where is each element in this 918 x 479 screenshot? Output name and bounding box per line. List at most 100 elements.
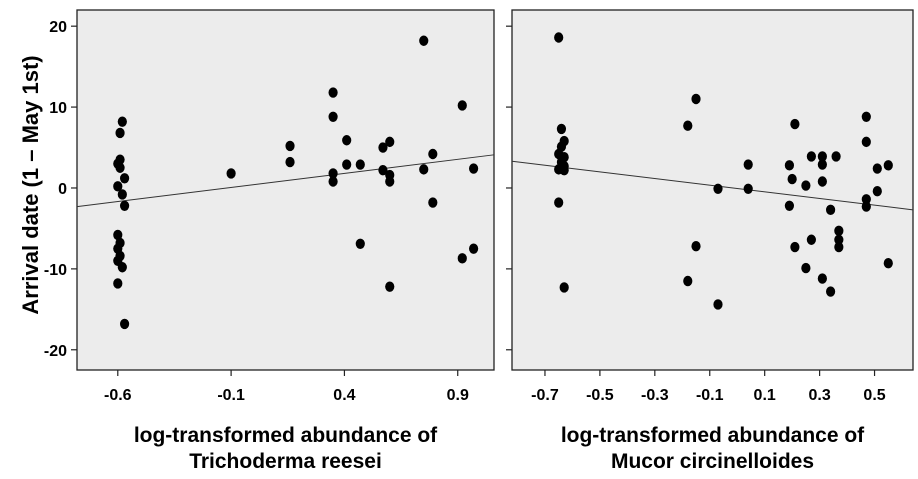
data-point — [117, 262, 127, 273]
y-tick-label: -10 — [44, 262, 67, 279]
data-point — [117, 189, 127, 200]
data-point — [683, 120, 693, 131]
x-tick-label: 0.1 — [754, 387, 776, 404]
data-point — [834, 234, 844, 245]
data-point — [457, 100, 467, 111]
data-point — [285, 140, 295, 152]
chart-panel-mucor: -0.7 -0.5 -0.3 -0.1 0.1 0.3 0.5 log-transformed… — [506, 9, 914, 473]
data-point — [790, 241, 800, 253]
data-point — [428, 197, 438, 208]
x-axis-title-line1: log-transformed abundance of — [134, 424, 438, 447]
data-point — [285, 156, 295, 168]
data-point — [683, 275, 693, 287]
data-point — [113, 181, 123, 192]
data-point — [817, 273, 827, 284]
data-point — [861, 136, 871, 148]
data-point — [554, 197, 564, 208]
y-tick-label: 20 — [49, 19, 67, 36]
regression-line — [511, 160, 914, 211]
y-tick-label: 0 — [58, 181, 67, 198]
data-point — [806, 151, 816, 162]
data-point — [817, 176, 827, 187]
data-point — [378, 164, 388, 176]
data-point — [713, 299, 723, 310]
x-tick-label: -0.5 — [586, 387, 614, 404]
x-tick-label: 0.5 — [863, 387, 885, 404]
data-point — [355, 238, 365, 249]
x-tick-label: -0.7 — [531, 387, 559, 404]
x-tick-label: -0.1 — [696, 387, 724, 404]
plot-area — [76, 9, 495, 371]
data-point — [355, 159, 365, 170]
x-tick-label: -0.3 — [641, 387, 669, 404]
x-axis-title-line2: Trichoderma reesei — [189, 450, 382, 473]
data-point — [806, 234, 816, 245]
data-point — [691, 93, 701, 105]
data-point — [826, 204, 836, 216]
data-point — [378, 142, 388, 153]
data-point — [872, 163, 882, 174]
data-point — [883, 160, 893, 171]
data-point — [554, 32, 564, 43]
data-point — [834, 241, 844, 253]
y-tick-label: -20 — [44, 343, 67, 360]
data-point — [787, 173, 797, 185]
data-point — [559, 282, 569, 293]
data-point — [328, 87, 338, 98]
x-tick-label: 0.9 — [447, 387, 469, 404]
data-point — [119, 173, 130, 184]
data-point — [469, 163, 479, 174]
data-point — [113, 229, 123, 241]
x-tick-label: 0.4 — [333, 387, 355, 404]
data-point — [342, 159, 352, 170]
data-point — [328, 176, 338, 187]
data-point — [385, 136, 395, 148]
data-point — [801, 180, 811, 191]
data-point — [826, 286, 836, 297]
data-point — [457, 253, 467, 264]
data-point — [691, 241, 701, 252]
data-point — [784, 160, 795, 171]
data-point — [119, 318, 130, 330]
data-point — [559, 164, 569, 176]
data-point — [713, 183, 723, 194]
data-point — [342, 135, 352, 146]
data-point — [817, 151, 827, 162]
chart-panel-trichoderma: 20 10 0 -10 -20 -0.6 -0.1 0.4 0.9 log-transformed… — [44, 9, 495, 473]
data-point — [743, 183, 753, 194]
data-point — [872, 186, 882, 197]
data-point — [861, 201, 871, 212]
data-point — [385, 281, 395, 292]
data-point — [861, 194, 871, 205]
data-point — [385, 176, 395, 187]
data-point — [883, 258, 893, 269]
data-point — [115, 127, 125, 139]
data-point — [226, 168, 236, 179]
data-point — [743, 159, 753, 170]
data-point — [790, 118, 800, 130]
y-tick-label: 10 — [49, 100, 67, 117]
data-point — [419, 164, 429, 175]
data-point — [119, 200, 130, 211]
x-tick-label: -0.1 — [217, 387, 245, 404]
data-point — [817, 159, 827, 170]
data-point — [861, 111, 871, 122]
x-axis-title-line2: Mucor circinelloides — [611, 450, 814, 473]
data-point — [419, 35, 429, 46]
data-point — [834, 225, 844, 237]
data-point — [113, 278, 123, 289]
data-point — [801, 262, 811, 274]
data-point — [831, 151, 841, 162]
data-point — [115, 162, 125, 173]
data-point — [556, 123, 567, 135]
plot-area — [511, 9, 914, 371]
data-point — [428, 148, 438, 160]
data-point — [784, 200, 795, 211]
regression-line — [76, 154, 495, 208]
data-point — [328, 168, 338, 179]
x-tick-label: 0.3 — [808, 387, 830, 404]
x-tick-label: -0.6 — [104, 387, 132, 404]
data-point — [117, 116, 127, 127]
data-point — [469, 243, 479, 254]
